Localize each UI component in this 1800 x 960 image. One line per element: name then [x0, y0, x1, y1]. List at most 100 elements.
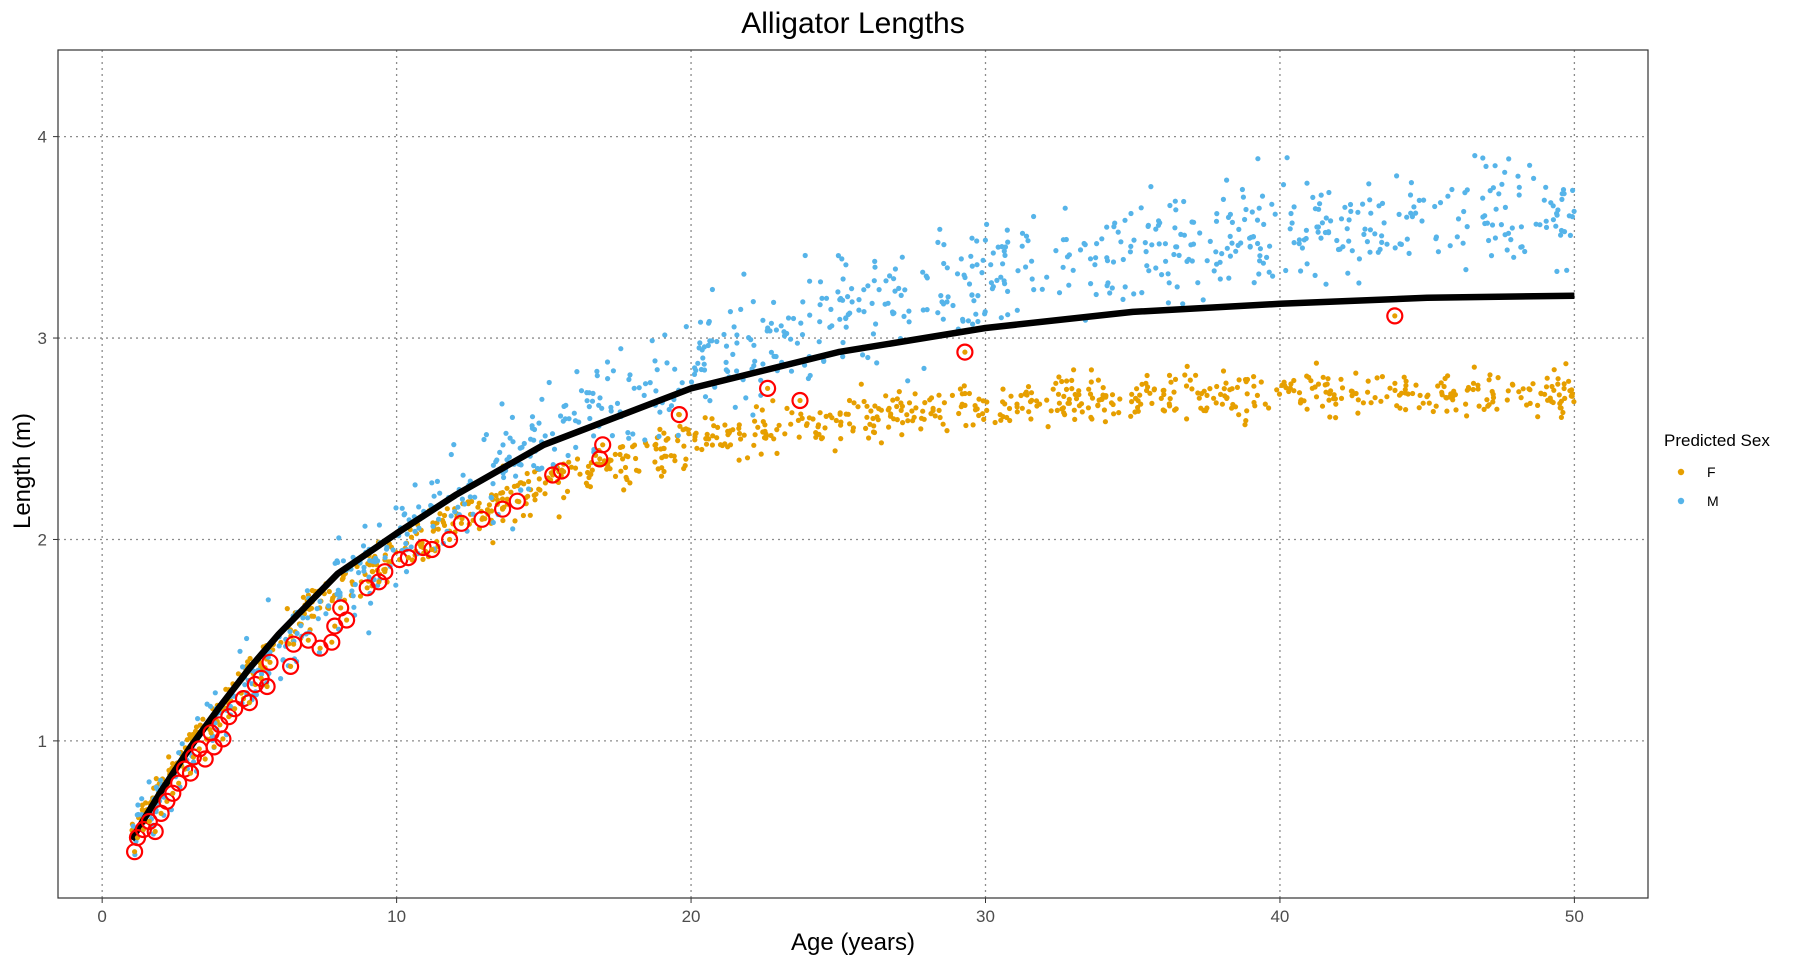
data-point-f [1538, 391, 1544, 397]
data-point-m [1062, 205, 1068, 211]
data-point-f [958, 404, 964, 410]
data-point-m [840, 354, 846, 360]
data-point-f [1403, 378, 1409, 384]
data-point-f [1313, 394, 1320, 400]
data-point-f [524, 470, 530, 477]
data-point-m [526, 486, 532, 492]
data-point-f [966, 390, 973, 397]
data-point-f [1548, 398, 1554, 404]
data-point-m [702, 394, 709, 400]
data-point-m [1261, 221, 1267, 227]
data-point-m [1303, 227, 1309, 233]
data-point-m [1550, 203, 1556, 209]
highlight-point-dot [405, 555, 411, 561]
data-point-f [894, 417, 900, 423]
data-point-m [1492, 163, 1498, 169]
highlight-ring [240, 693, 258, 712]
data-point-m [921, 365, 927, 371]
data-point-m [1031, 287, 1037, 293]
data-point-m [706, 318, 712, 325]
data-point-m [1251, 280, 1257, 286]
data-point-f [711, 423, 717, 429]
data-point-m [1464, 224, 1470, 230]
data-point-f [899, 432, 905, 438]
data-point-f [493, 492, 499, 499]
data-point-m [971, 298, 977, 304]
data-point-m [1560, 187, 1567, 193]
data-point-m [1195, 280, 1201, 286]
data-point-m [1248, 234, 1254, 240]
data-point-f [444, 506, 450, 512]
data-point-f [1211, 395, 1217, 401]
data-point-f [1510, 382, 1516, 388]
data-point-f [476, 500, 482, 506]
data-point-f [1470, 386, 1476, 393]
data-point-f [1443, 395, 1450, 401]
data-point-f [369, 568, 375, 575]
data-point-m [902, 287, 908, 293]
data-point-f [655, 466, 661, 472]
highlight-point-dot [317, 645, 323, 651]
data-point-m [1153, 265, 1159, 271]
data-point-m [1184, 258, 1190, 264]
legend: Predicted Sex F M [1664, 431, 1770, 509]
x-axis-title: Age (years) [791, 929, 915, 956]
data-point-m [393, 505, 399, 511]
data-point-f [1027, 399, 1034, 405]
data-point-m [849, 299, 855, 305]
data-point-m [1496, 191, 1502, 197]
data-point-f [1333, 415, 1339, 421]
data-point-m [1264, 254, 1270, 260]
data-point-f [1276, 391, 1283, 397]
data-point-f [1149, 400, 1155, 406]
data-point-f [568, 464, 575, 470]
data-point-m [605, 376, 611, 382]
data-point-f [1251, 399, 1257, 406]
data-point-f [1100, 385, 1106, 391]
data-point-m [1323, 281, 1329, 287]
data-point-m [412, 482, 418, 488]
data-point-f [1365, 378, 1371, 384]
data-point-m [1366, 181, 1372, 187]
highlight-ring [323, 633, 341, 651]
data-point-f [631, 442, 638, 448]
data-point-f [1484, 397, 1490, 403]
data-point-f [1403, 407, 1409, 413]
data-point-m [494, 457, 500, 463]
highlight-ring [140, 812, 158, 831]
data-point-m [990, 250, 996, 256]
data-point-m [1257, 253, 1263, 259]
data-point-f [974, 406, 980, 412]
data-point-f [1025, 384, 1032, 390]
data-point-m [451, 442, 457, 448]
data-point-f [1426, 400, 1432, 406]
data-point-m [924, 307, 930, 313]
data-point-m [1303, 235, 1309, 242]
data-point-f [847, 421, 853, 427]
data-point-f [1219, 401, 1225, 407]
data-point-f [888, 411, 894, 417]
data-point-f [620, 444, 626, 450]
data-point-m [1571, 208, 1577, 214]
data-point-m [1118, 239, 1124, 245]
data-point-m [340, 558, 346, 564]
data-point-m [773, 353, 779, 360]
data-point-f [890, 397, 896, 403]
data-point-m [1567, 232, 1573, 238]
data-point-f [1327, 414, 1333, 420]
data-point-f [1161, 391, 1167, 398]
data-point-m [1499, 181, 1505, 187]
data-point-m [1172, 198, 1178, 204]
x-tick-label: 20 [682, 907, 701, 926]
data-point-m [325, 603, 332, 609]
legend-key-f-icon [1677, 468, 1685, 476]
data-point-f [1196, 395, 1202, 401]
data-point-f [1195, 390, 1201, 396]
data-point-f [1129, 391, 1135, 397]
data-point-f [1053, 380, 1059, 386]
data-point-m [758, 377, 764, 383]
data-point-f [1495, 375, 1501, 381]
data-point-f [170, 761, 176, 767]
data-point-f [1470, 380, 1477, 386]
data-point-m [1288, 210, 1294, 217]
